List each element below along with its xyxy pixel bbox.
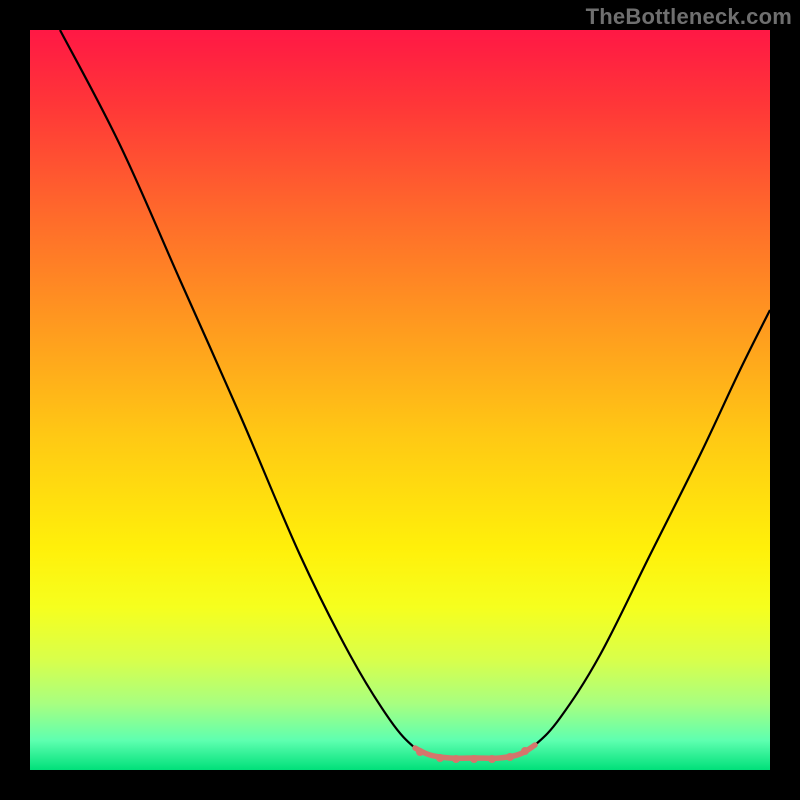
watermark-label: TheBottleneck.com	[586, 4, 792, 30]
bottleneck-chart: TheBottleneck.com	[0, 0, 800, 800]
frame	[0, 0, 30, 800]
chart-svg	[0, 0, 800, 800]
frame	[0, 770, 800, 800]
plot-background	[30, 30, 770, 770]
frame	[770, 0, 800, 800]
